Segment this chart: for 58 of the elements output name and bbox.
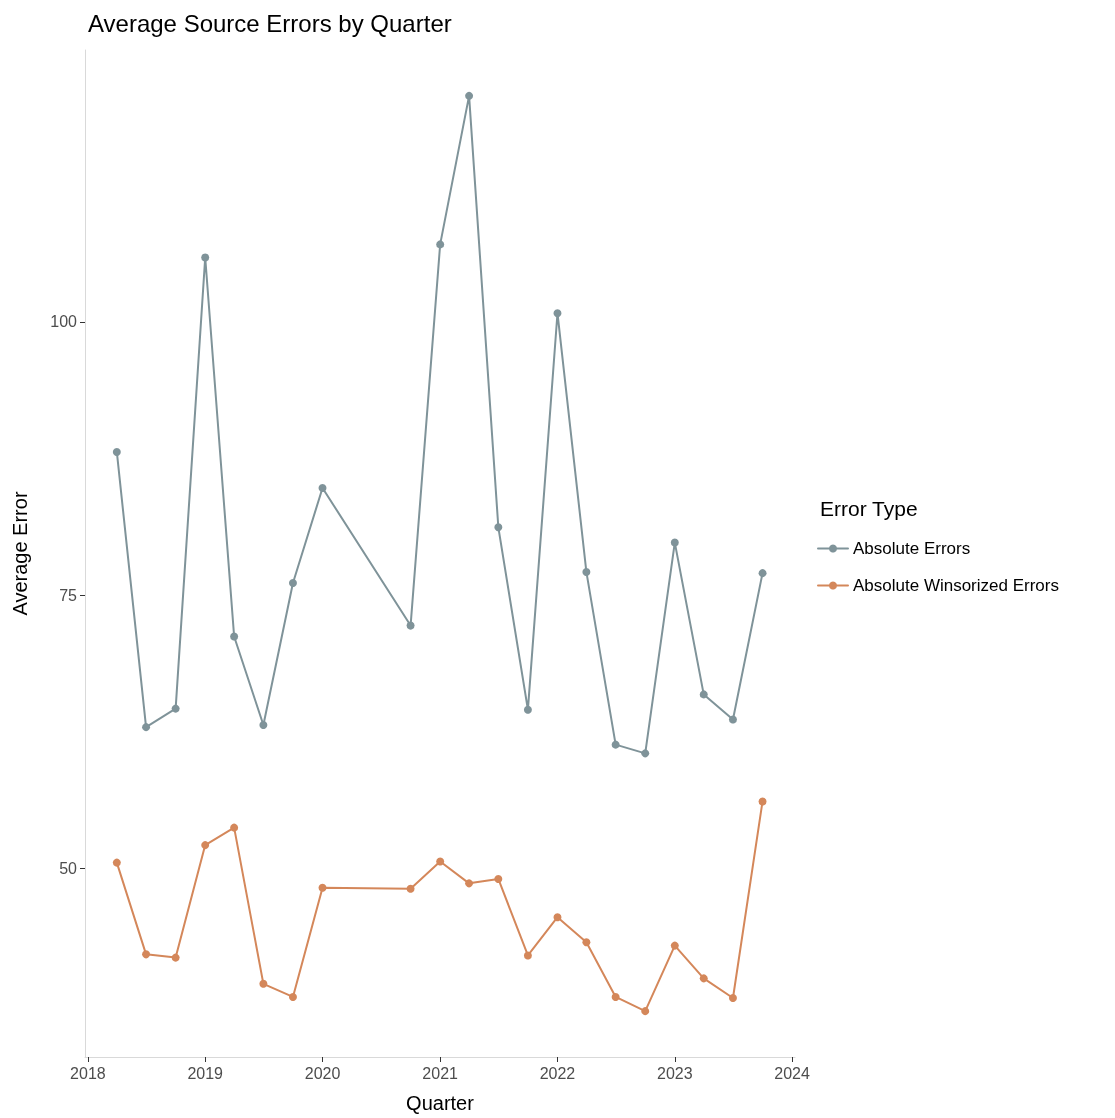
point (523, 951, 532, 960)
point (318, 483, 327, 492)
point (582, 568, 591, 577)
point (406, 621, 415, 630)
point (201, 253, 210, 262)
point (758, 569, 767, 578)
point (112, 447, 121, 456)
point (670, 941, 679, 950)
x-axis-title: Quarter (406, 1092, 475, 1114)
x-tick-label: 2018 (70, 1064, 106, 1082)
point (436, 240, 445, 249)
point (230, 632, 239, 641)
point (201, 841, 210, 850)
point (171, 953, 180, 962)
point (288, 578, 297, 587)
point (171, 704, 180, 713)
point (553, 309, 562, 318)
point (641, 749, 650, 758)
point (494, 523, 503, 532)
x-tick-label: 2022 (539, 1064, 576, 1082)
point (142, 723, 151, 732)
x-tick-label: 2021 (422, 1064, 459, 1082)
point (553, 913, 562, 922)
x-tick-label: 2024 (774, 1064, 811, 1082)
point (259, 979, 268, 988)
y-axis-title: Average Error (9, 491, 31, 616)
point (611, 992, 620, 1001)
legend-title: Error Type (820, 497, 918, 520)
y-tick-label: 100 (50, 313, 78, 331)
point (436, 857, 445, 866)
point (288, 992, 297, 1001)
point (230, 823, 239, 832)
point (523, 705, 532, 714)
point (142, 950, 151, 959)
point (699, 974, 708, 983)
point (465, 91, 474, 100)
point (406, 884, 415, 893)
legend-label: Absolute Errors (853, 539, 971, 558)
point (699, 690, 708, 699)
legend-label: Absolute Winsorized Errors (853, 576, 1059, 595)
point (670, 538, 679, 547)
y-tick-label: 75 (59, 586, 78, 604)
x-tick-label: 2020 (304, 1064, 341, 1082)
y-tick-label: 50 (59, 859, 78, 877)
point (611, 740, 620, 749)
point (582, 938, 591, 947)
point (259, 720, 268, 729)
point (112, 858, 121, 867)
point (641, 1007, 650, 1016)
point (465, 879, 474, 888)
point (318, 883, 327, 892)
point (728, 715, 737, 724)
point (758, 797, 767, 806)
x-tick-label: 2019 (187, 1064, 224, 1082)
point (728, 994, 737, 1003)
chart-title: Average Source Errors by Quarter (88, 9, 452, 37)
x-tick-label: 2023 (656, 1064, 693, 1082)
point (494, 874, 503, 883)
